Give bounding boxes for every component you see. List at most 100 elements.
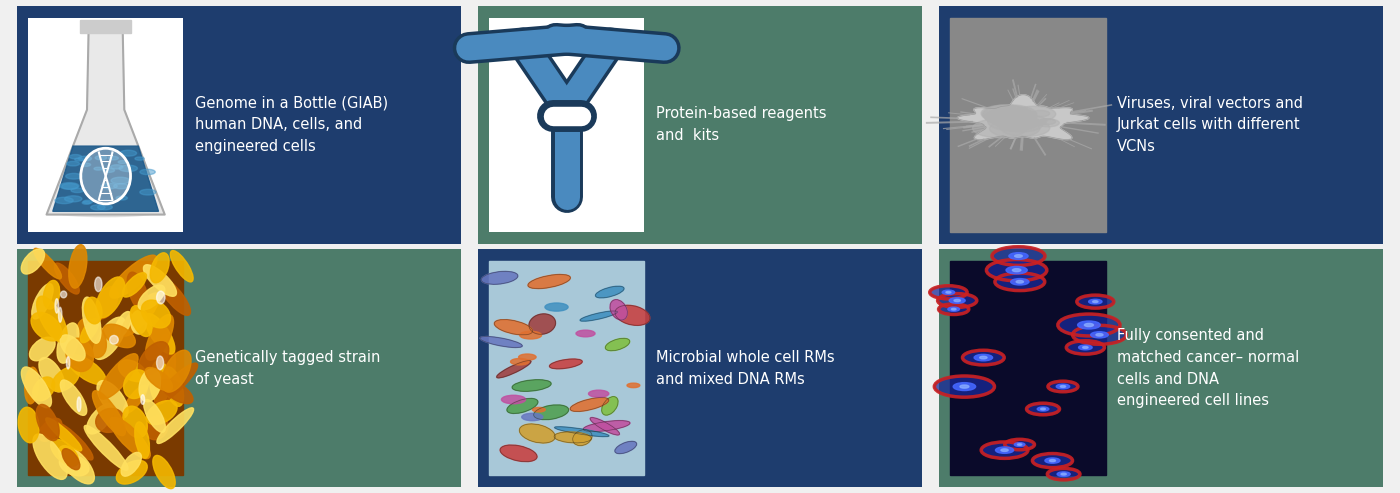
Circle shape [1091,332,1109,338]
Circle shape [987,259,1047,281]
Circle shape [118,161,127,164]
Circle shape [953,383,976,390]
Ellipse shape [549,359,582,369]
Ellipse shape [164,367,183,406]
Ellipse shape [141,395,144,404]
Circle shape [1082,347,1088,349]
Circle shape [1089,299,1102,304]
Ellipse shape [32,283,53,319]
Bar [28,18,183,232]
Ellipse shape [109,255,157,298]
Ellipse shape [580,311,617,321]
Circle shape [946,291,951,293]
Circle shape [62,183,78,189]
Ellipse shape [153,456,175,489]
Ellipse shape [83,297,101,343]
Ellipse shape [533,405,568,420]
Circle shape [1058,314,1120,336]
Ellipse shape [56,208,155,217]
Ellipse shape [60,380,87,415]
Ellipse shape [595,286,624,298]
Ellipse shape [62,449,80,470]
Ellipse shape [615,441,637,454]
Circle shape [988,113,1039,131]
Ellipse shape [77,397,81,412]
Circle shape [66,174,83,179]
Ellipse shape [139,342,169,376]
Circle shape [67,161,80,166]
Circle shape [1018,444,1022,445]
Ellipse shape [81,148,130,204]
Bar [477,6,923,244]
Ellipse shape [157,356,164,370]
Circle shape [55,197,73,204]
Circle shape [1007,266,1028,274]
Circle shape [1015,110,1036,118]
Ellipse shape [31,313,62,341]
Circle shape [1015,255,1022,257]
Ellipse shape [127,272,148,312]
Circle shape [938,304,969,315]
Circle shape [952,308,956,310]
Ellipse shape [59,446,94,484]
Ellipse shape [157,277,190,316]
Circle shape [113,183,129,189]
Circle shape [1015,443,1025,447]
Ellipse shape [84,297,102,324]
Circle shape [545,303,568,311]
Circle shape [1096,334,1103,336]
Bar [939,249,1383,487]
Circle shape [983,105,1036,124]
Polygon shape [958,95,1089,140]
Ellipse shape [139,285,165,310]
Ellipse shape [32,377,55,401]
Text: Viruses, viral vectors and
Jurkat cells with different
VCNs: Viruses, viral vectors and Jurkat cells … [1117,96,1302,154]
Ellipse shape [67,354,106,385]
Circle shape [1032,110,1050,117]
Ellipse shape [161,379,193,404]
Circle shape [532,407,546,412]
Circle shape [627,383,640,387]
Ellipse shape [104,324,136,348]
Ellipse shape [95,277,125,317]
Circle shape [963,350,1004,365]
Circle shape [78,156,91,161]
Ellipse shape [584,421,630,431]
Ellipse shape [554,427,609,437]
Circle shape [81,163,91,166]
Circle shape [1037,119,1060,127]
Text: Genetically tagged strain
of yeast: Genetically tagged strain of yeast [195,350,379,387]
Circle shape [948,307,959,311]
Bar [951,261,1106,475]
Circle shape [102,168,115,173]
Bar [939,6,1383,244]
Ellipse shape [55,299,59,313]
Circle shape [64,196,83,202]
Bar [17,6,461,244]
Bar [28,261,183,475]
Circle shape [111,165,123,169]
Ellipse shape [154,363,197,405]
Circle shape [995,447,1014,454]
Circle shape [98,205,112,210]
Circle shape [1001,117,1043,132]
Ellipse shape [66,357,70,369]
Ellipse shape [610,300,627,320]
Circle shape [1021,116,1047,125]
Circle shape [94,167,102,170]
Circle shape [1005,439,1035,450]
Ellipse shape [162,350,190,392]
Ellipse shape [34,248,62,279]
Circle shape [981,105,1029,122]
Circle shape [1016,281,1023,283]
Circle shape [1049,381,1078,392]
Ellipse shape [18,407,39,443]
Circle shape [74,158,84,161]
Circle shape [1085,323,1093,326]
Ellipse shape [59,455,90,476]
Ellipse shape [512,380,552,391]
Circle shape [930,286,967,299]
Circle shape [70,154,81,159]
Circle shape [949,298,965,303]
Ellipse shape [111,417,150,458]
